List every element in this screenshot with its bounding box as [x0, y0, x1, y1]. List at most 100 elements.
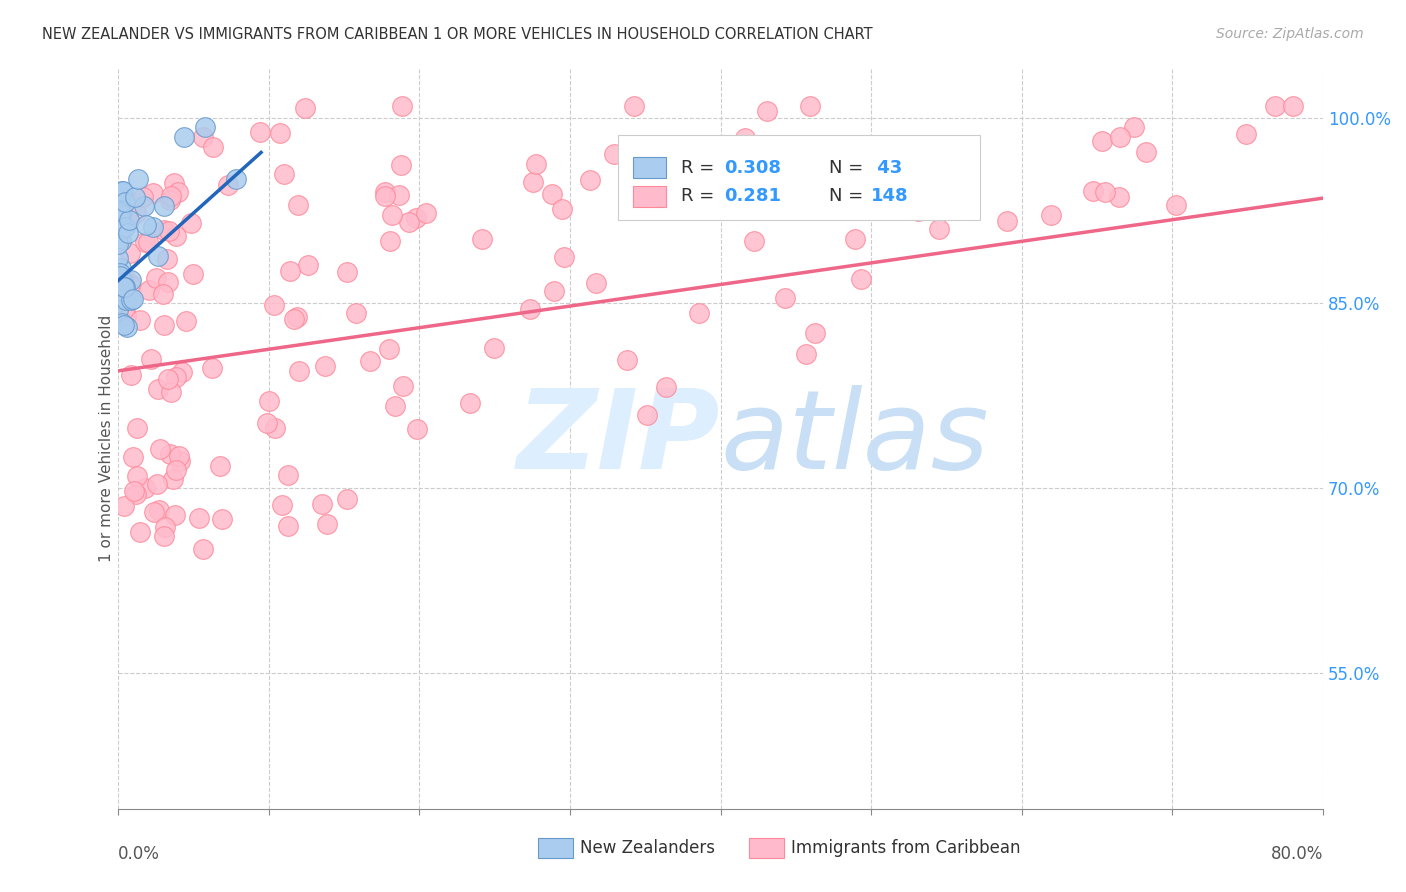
Point	[112, 280, 135, 294]
Point	[108, 211, 131, 226]
Point	[134, 235, 156, 249]
Text: 43: 43	[872, 159, 903, 177]
Point	[543, 284, 565, 298]
Point	[927, 221, 949, 235]
Point	[117, 291, 139, 305]
Bar	[633, 157, 666, 178]
Point	[378, 342, 401, 356]
Point	[211, 511, 233, 525]
Point	[118, 277, 141, 291]
Text: Immigrants from Caribbean: Immigrants from Caribbean	[790, 839, 1021, 857]
Point	[142, 219, 165, 234]
Point	[107, 302, 129, 317]
Point	[120, 293, 142, 307]
Text: atlas: atlas	[720, 385, 990, 492]
Point	[374, 189, 396, 203]
Point	[277, 468, 299, 483]
Point	[841, 138, 863, 153]
FancyBboxPatch shape	[619, 136, 980, 220]
Text: R =: R =	[681, 187, 720, 205]
Text: 0.0%: 0.0%	[118, 845, 160, 863]
Point	[169, 454, 191, 468]
Point	[156, 252, 179, 266]
Point	[336, 491, 359, 506]
Point	[378, 235, 401, 249]
Point	[287, 310, 309, 325]
Point	[346, 305, 368, 319]
Point	[405, 211, 427, 226]
Point	[142, 505, 165, 519]
Point	[1234, 127, 1257, 141]
Point	[374, 185, 396, 199]
Text: N =: N =	[830, 187, 869, 205]
Point	[139, 351, 162, 366]
Point	[111, 185, 134, 199]
Point	[1091, 134, 1114, 148]
Point	[142, 186, 165, 200]
Point	[578, 173, 600, 187]
Point	[664, 170, 686, 185]
Point	[191, 130, 214, 145]
Bar	[633, 186, 666, 207]
Point	[107, 295, 129, 310]
Point	[166, 185, 188, 199]
Point	[157, 224, 180, 238]
Point	[415, 206, 437, 220]
Point	[201, 360, 224, 375]
Text: R =: R =	[681, 159, 720, 177]
Point	[110, 190, 132, 204]
Point	[120, 273, 142, 287]
Point	[194, 120, 217, 134]
Point	[145, 271, 167, 285]
Text: ZIP: ZIP	[517, 385, 720, 492]
Point	[1040, 209, 1063, 223]
Text: Source: ZipAtlas.com: Source: ZipAtlas.com	[1216, 27, 1364, 41]
Point	[165, 228, 187, 243]
Point	[553, 250, 575, 264]
Point	[138, 284, 160, 298]
Point	[202, 140, 225, 154]
Point	[1264, 98, 1286, 112]
Point	[288, 364, 311, 378]
Point	[225, 172, 247, 186]
Point	[112, 500, 135, 514]
Point	[111, 316, 134, 330]
Point	[111, 184, 134, 198]
Point	[384, 399, 406, 413]
Point	[156, 372, 179, 386]
Point	[125, 206, 148, 220]
Point	[551, 202, 574, 216]
Point	[519, 302, 541, 317]
Point	[392, 378, 415, 392]
Point	[136, 235, 159, 249]
Point	[120, 246, 142, 260]
Point	[110, 269, 132, 284]
Point	[602, 147, 624, 161]
Point	[122, 483, 145, 498]
Point	[585, 276, 607, 290]
Point	[114, 279, 136, 293]
Point	[297, 259, 319, 273]
Point	[1164, 198, 1187, 212]
Point	[146, 249, 169, 263]
Point	[458, 396, 481, 410]
Point	[163, 508, 186, 522]
Point	[127, 421, 149, 435]
Point	[398, 215, 420, 229]
Point	[654, 380, 676, 394]
Point	[112, 269, 135, 284]
Point	[146, 477, 169, 491]
Point	[187, 511, 209, 525]
Point	[134, 481, 156, 495]
Point	[209, 458, 232, 473]
Point	[152, 287, 174, 301]
Point	[1108, 189, 1130, 203]
Point	[524, 157, 547, 171]
Point	[153, 529, 176, 543]
Point	[381, 208, 404, 222]
Point	[114, 195, 136, 210]
Point	[111, 222, 134, 236]
Point	[160, 189, 183, 203]
Point	[162, 472, 184, 486]
Point	[110, 260, 132, 275]
